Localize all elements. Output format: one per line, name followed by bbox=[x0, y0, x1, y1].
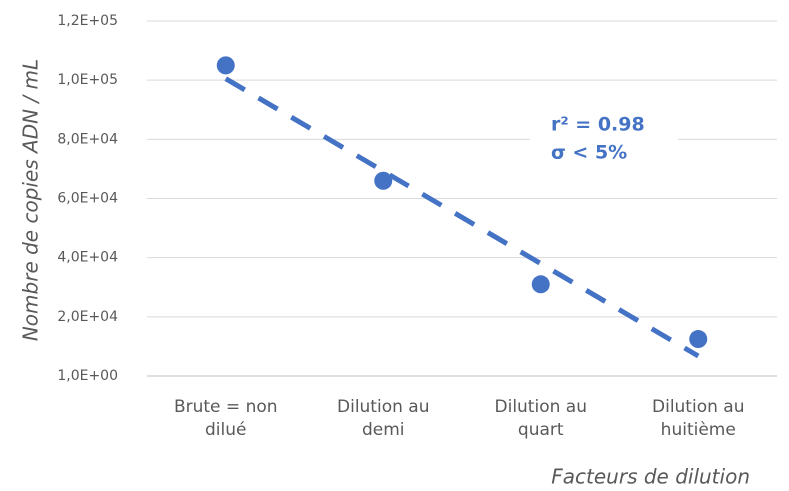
marker bbox=[216, 56, 235, 75]
marker bbox=[374, 171, 393, 190]
y-tick-label: 1,0E+00 bbox=[57, 368, 118, 384]
y-tick-label: 1,0E+05 bbox=[57, 72, 118, 88]
marker bbox=[531, 275, 550, 294]
annotation: r² = 0.98 bbox=[551, 114, 645, 136]
trendline bbox=[224, 76, 700, 359]
annotation: σ < 5% bbox=[551, 142, 627, 164]
x-axis-title: Facteurs de dilution bbox=[551, 465, 750, 489]
y-tick-label: 4,0E+04 bbox=[57, 250, 118, 266]
y-tick-label: 6,0E+04 bbox=[57, 191, 118, 207]
x-tick-label: Dilution au quart bbox=[494, 397, 587, 440]
marker bbox=[689, 330, 708, 349]
y-tick-label: 2,0E+04 bbox=[57, 309, 118, 325]
x-tick-label: Dilution au demi bbox=[337, 397, 430, 440]
y-axis-title: Nombre de copies ADN / mL bbox=[19, 59, 43, 341]
y-tick-label: 8,0E+04 bbox=[57, 131, 118, 147]
x-tick-label: Brute = non dilué bbox=[173, 397, 278, 440]
annotation-box bbox=[530, 108, 678, 168]
y-tick-label: 1,2E+05 bbox=[57, 13, 118, 29]
x-tick-label: Dilution au huitième bbox=[652, 397, 745, 440]
